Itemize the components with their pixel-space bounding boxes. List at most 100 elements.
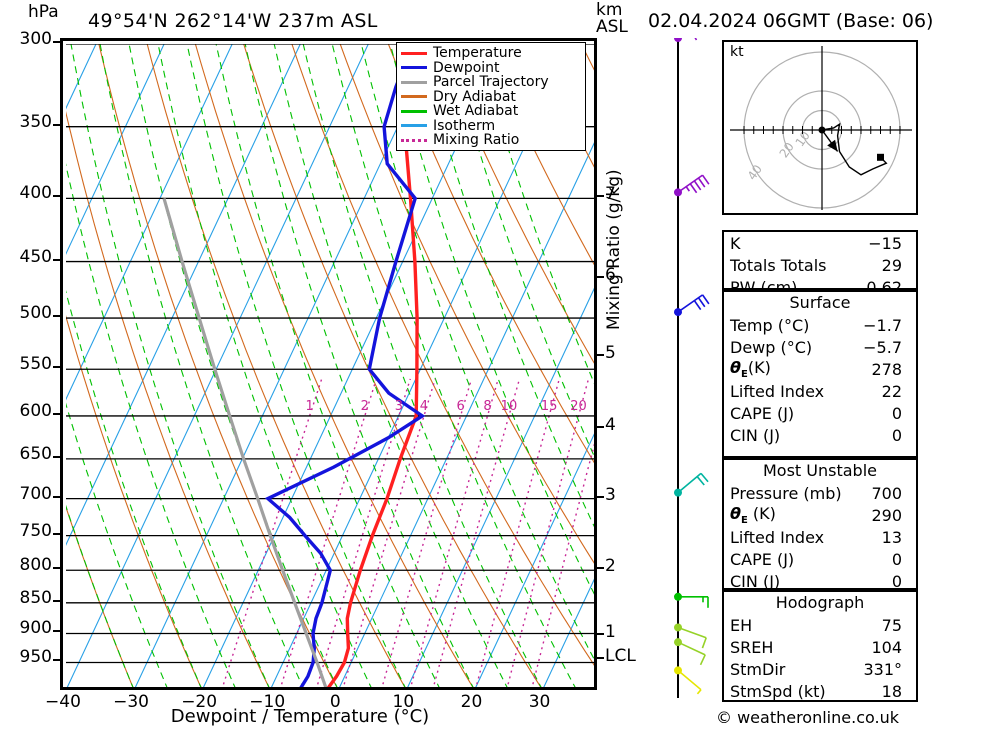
pressure-tick-mark-350: [53, 123, 61, 126]
svg-text:10: 10: [501, 399, 518, 414]
stability-indices-panel: K −15 Totals Totals 29 PW (cm) 0.62: [722, 230, 918, 297]
run-timestamp-title: 02.04.2024 06GMT (Base: 06): [648, 10, 934, 32]
pressure-tick-mark-500: [53, 315, 61, 318]
stat-value: 0: [891, 403, 902, 423]
pressure-tick-mark-950: [53, 659, 61, 662]
height-tick-mark-5: [596, 354, 604, 357]
pressure-tick-350: 350: [19, 111, 52, 132]
stat-value: 0: [891, 571, 902, 591]
legend-label: Isotherm: [433, 117, 496, 134]
theta-e-symbol: θE: [730, 503, 748, 527]
pressure-tick-mark-700: [53, 495, 61, 498]
most-unstable-section-title: Most Unstable: [763, 461, 877, 480]
svg-text:15: 15: [541, 399, 558, 414]
pressure-axis-unit: hPa: [28, 2, 59, 22]
temperature-tick--40: −40: [45, 692, 81, 712]
stat-value: 29: [881, 255, 902, 275]
stat-key: CAPE (J): [730, 403, 795, 423]
legend-item-mixing-ratio: Mixing Ratio: [401, 133, 581, 148]
pressure-tick-mark-400: [53, 195, 61, 198]
stat-value: 278: [871, 359, 902, 379]
legend-item-parcel-trajectory: Parcel Trajectory: [401, 75, 581, 90]
legend-label: Mixing Ratio: [433, 132, 520, 149]
stat-row-e-k: θE (K) 290: [724, 504, 916, 526]
svg-text:3: 3: [395, 399, 403, 414]
stat-value: 75: [881, 615, 902, 635]
pressure-tick-mark-600: [53, 412, 61, 415]
temperature-tick--20: −20: [181, 692, 218, 712]
legend: Temperature Dewpoint Parcel Trajectory Dry …: [396, 42, 586, 151]
station-title: 49°54'N 262°14'W 237m ASL: [88, 10, 378, 32]
stat-value: 13: [881, 527, 902, 547]
pressure-tick-650: 650: [19, 443, 52, 464]
legend-label: Parcel Trajectory: [433, 74, 549, 91]
height-tick-mark-3: [596, 495, 604, 498]
stat-row-stmdir: StmDir 331°: [724, 658, 916, 680]
legend-label: Dry Adiabat: [433, 88, 516, 105]
hodograph-section-title: Hodograph: [775, 593, 865, 612]
stat-key: Lifted Index: [730, 381, 825, 401]
stat-value: 22: [881, 381, 902, 401]
height-tick-5: 5: [605, 343, 616, 364]
surface-section-title: Surface: [789, 293, 851, 312]
height-axis-unit-line1: km: [596, 0, 623, 20]
stat-key: CAPE (J): [730, 549, 795, 569]
pressure-tick-mark-550: [53, 366, 61, 369]
hodograph-stats-panel: Hodograph EH 75 SREH 104 StmDir 331° StmSpd (kt…: [722, 590, 918, 702]
temperature-tick--30: −30: [113, 692, 149, 712]
skewt-diagram: 1 2 3 4 6 8 10 15 20: [66, 44, 594, 687]
legend-item-wet-adiabat: Wet Adiabat: [401, 104, 581, 119]
legend-swatch-icon: [401, 95, 427, 99]
stat-value: 0: [891, 425, 902, 445]
svg-text:8: 8: [483, 399, 491, 414]
pressure-tick-400: 400: [19, 183, 52, 204]
svg-text:4: 4: [420, 399, 428, 414]
stat-row-e-k: θE(K) 278: [724, 358, 916, 380]
wind-barb-plot: [674, 22, 711, 698]
stat-key: StmSpd (kt): [730, 681, 826, 701]
height-tick-mark-LCL: [596, 656, 604, 659]
stat-row-cin-j: CIN (J) 0: [724, 424, 916, 446]
pressure-tick-mark-800: [53, 567, 61, 570]
height-axis-unit-line2: ASL: [596, 17, 628, 37]
stat-row-cape-j: CAPE (J) 0: [724, 402, 916, 424]
svg-text:20: 20: [570, 399, 587, 414]
stat-row-totals-totals: Totals Totals 29: [724, 254, 916, 276]
height-tick-4: 4: [605, 415, 616, 436]
pressure-tick-mark-650: [53, 455, 61, 458]
height-tick-mark-7: [596, 195, 604, 198]
stat-key: Totals Totals: [730, 255, 827, 275]
temperature-tick-30: 30: [528, 692, 551, 712]
height-tick-mark-4: [596, 426, 604, 429]
temperature-tick-0: 0: [329, 692, 341, 712]
stat-row-pressure-mb: Pressure (mb) 700: [724, 482, 916, 504]
height-tick-2: 2: [605, 556, 616, 577]
pressure-tick-750: 750: [19, 520, 52, 541]
stat-value: 290: [871, 505, 902, 525]
height-tick-6: 6: [605, 265, 616, 286]
theta-e-symbol: θE: [730, 357, 748, 381]
legend-swatch-icon: [401, 109, 427, 113]
height-tick-3: 3: [605, 484, 616, 505]
legend-label: Temperature: [433, 45, 522, 62]
stat-value: 331°: [863, 659, 902, 679]
svg-text:2: 2: [361, 399, 369, 414]
stat-key: StmDir: [730, 659, 786, 679]
stat-row-stmspd-kt: StmSpd (kt) 18: [724, 680, 916, 702]
legend-item-dry-adiabat: Dry Adiabat: [401, 90, 581, 105]
stat-key: K: [730, 233, 741, 253]
stat-value: 18: [881, 681, 902, 701]
legend-swatch-icon: [401, 80, 427, 84]
stat-row-cin-j: CIN (J) 0: [724, 570, 916, 592]
legend-swatch-icon: [401, 138, 427, 142]
pressure-tick-500: 500: [19, 303, 52, 324]
pressure-tick-mark-900: [53, 630, 61, 633]
legend-item-temperature: Temperature: [401, 46, 581, 61]
surface-parcel-panel: Surface Temp (°C) −1.7 Dewp (°C) −5.7 θE(K) 27…: [722, 290, 918, 458]
pressure-tick-300: 300: [19, 29, 52, 49]
stat-key: Dewp (°C): [730, 337, 813, 357]
stat-key: θE (K): [730, 503, 776, 527]
stat-value: −15: [868, 233, 902, 253]
stat-key: θE(K): [730, 357, 771, 381]
